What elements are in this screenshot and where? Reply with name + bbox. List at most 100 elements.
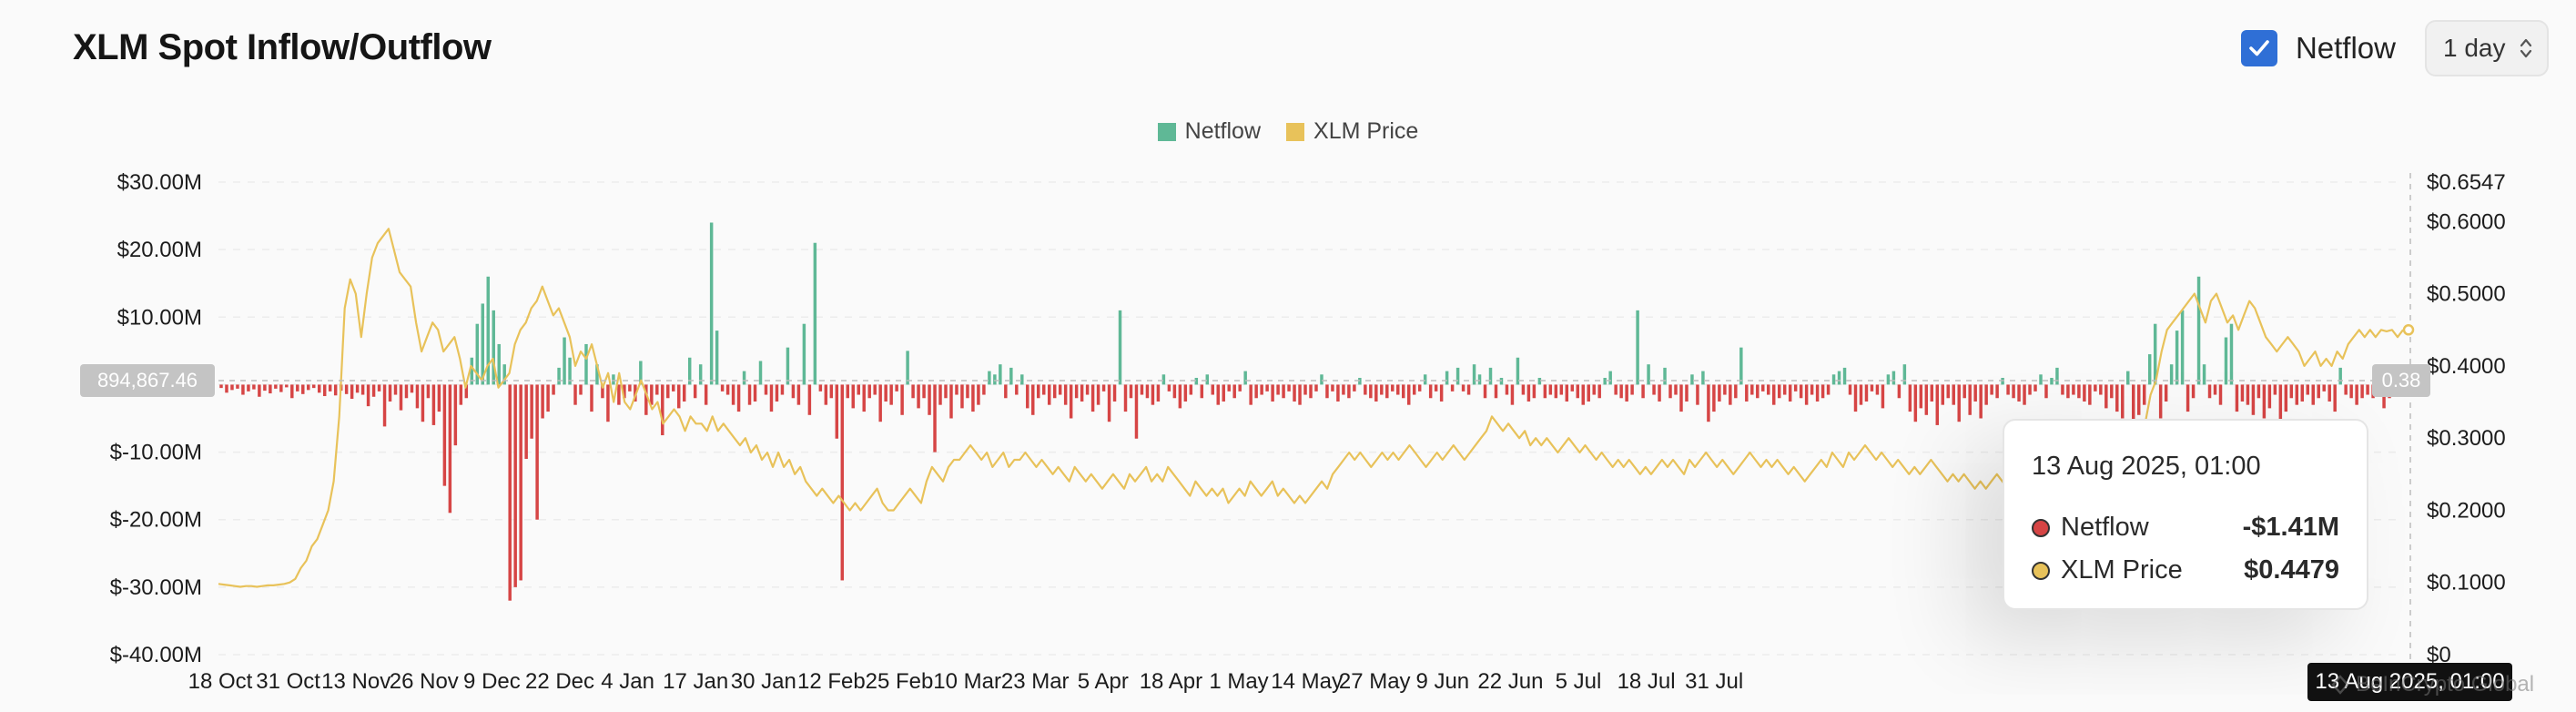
watermark-text: BeInCrypto Global [2356,672,2535,697]
netflow-bar [1739,347,1743,385]
netflow-bar [1069,384,1073,419]
netflow-bar [1374,384,1378,402]
netflow-bar [1962,384,1966,399]
netflow-bar [2115,384,2119,412]
tooltip-name-price: XLM Price [2061,555,2183,585]
netflow-bar [824,384,828,405]
x-tick-label: 30 Jan [731,669,796,694]
netflow-bar [2136,384,2141,415]
netflow-bar [486,276,490,385]
y-right-tick-label: $0.5000 [2427,282,2506,307]
netflow-bar [1494,384,1498,399]
x-tick-label: 9 Jun [1415,669,1469,694]
netflow-bar [709,222,714,385]
netflow-bar [1859,384,1863,405]
netflow-bar [322,384,327,397]
netflow-bar [606,384,610,422]
netflow-bar [1026,384,1029,409]
netflow-checkbox[interactable] [2240,30,2277,66]
netflow-bar [601,384,604,399]
netflow-bar [1385,384,1389,399]
netflow-bar [922,384,926,399]
netflow-bar [230,384,234,391]
netflow-bar [1777,384,1781,399]
netflow-bar [1156,384,1161,402]
netflow-bar [725,384,730,395]
netflow-bar [1167,384,1171,392]
netflow-bar [1990,384,1993,395]
netflow-bar [840,384,845,581]
legend-item-netflow[interactable]: Netflow [1157,118,1261,145]
netflow-bar [492,310,495,385]
y-right-tick-label: $0.6547 [2427,170,2506,195]
netflow-bar [796,384,801,405]
netflow-bar [1603,378,1607,385]
netflow-bar [2240,384,2245,402]
netflow-bar [764,384,768,395]
netflow-bar [1875,384,1880,395]
netflow-bar [241,384,245,395]
netflow-bar [2333,384,2337,412]
netflow-bar [1984,384,1988,405]
netflow-bar [1952,384,1955,405]
netflow-bar [2262,384,2267,419]
netflow-bar [736,384,741,412]
netflow-bar [1853,384,1858,412]
netflow-bar [366,384,370,407]
netflow-bar [747,384,752,405]
netflow-bar [1804,384,1809,405]
netflow-bar [1172,384,1177,399]
netflow-bar [2267,384,2272,409]
netflow-bar [666,384,670,399]
netflow-bar [1554,384,1558,399]
netflow-bar [279,384,283,392]
netflow-bar [1886,374,1891,385]
netflow-bar [1510,384,1515,405]
netflow-bar [1913,384,1918,422]
netflow-bar [1331,384,1334,392]
netflow-bar [312,384,316,389]
netflow-bar [1227,384,1231,392]
netflow-bar [1636,310,1639,385]
netflow-bar [949,384,953,419]
netflow-bar [563,337,566,385]
netflow-bar [442,384,447,486]
netflow-bar [1129,384,1133,399]
legend-item-price[interactable]: XLM Price [1286,118,1418,145]
axis-labels: $30.00M $20.00M $10.00M $-10.00M $-20.00M $-3… [110,170,2506,694]
netflow-bar [1701,371,1705,385]
y-left-tick-label: $-20.00M [110,508,202,533]
netflow-bar [1080,384,1084,402]
netflow-bar [1712,384,1716,412]
netflow-bar [290,384,294,399]
netflow-bar [557,367,561,385]
netflow-bar [938,384,942,405]
netflow-bar [1897,384,1902,399]
netflow-bar [252,384,256,390]
netflow-bar [459,384,463,405]
netflow-bar [672,384,675,392]
netflow-bar [687,357,692,385]
netflow-bar [1592,384,1596,395]
netflow-bar [1565,384,1569,402]
x-tick-label: 5 Jul [1556,669,1602,694]
chevron-up-down-icon [2520,38,2532,58]
netflow-bar [1729,384,1732,405]
netflow-bar [2132,384,2135,425]
interval-select-value: 1 day [2443,34,2506,62]
netflow-bar [247,384,250,392]
netflow-bar [2202,364,2206,385]
netflow-bar [2207,384,2212,399]
netflow-bar [2344,384,2348,395]
netflow-bar [1090,384,1095,412]
netflow-bar [301,384,305,394]
netflow-bar [1353,384,1356,392]
netflow-bar [1423,374,1427,385]
netflow-bar [236,384,239,389]
interval-select[interactable]: 1 day [2425,20,2549,76]
netflow-bar [584,343,588,385]
netflow-bar [1211,384,1215,395]
netflow-bar [878,384,882,422]
netflow-bar [333,384,338,396]
